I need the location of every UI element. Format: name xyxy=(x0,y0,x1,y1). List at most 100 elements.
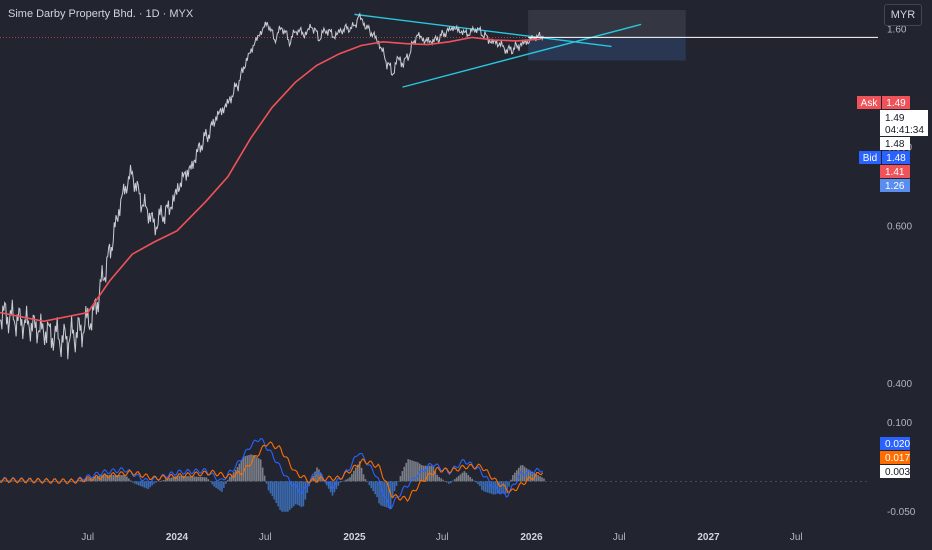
histogram-bar xyxy=(46,481,49,482)
histogram-bar xyxy=(110,475,113,482)
ask-price-badge xyxy=(882,96,910,109)
histogram-bar xyxy=(537,475,539,482)
histogram-value: 0.003 xyxy=(885,467,910,478)
histogram-bar xyxy=(498,481,501,494)
histogram-bar xyxy=(399,476,402,482)
histogram-bar xyxy=(149,481,151,488)
histogram-bar xyxy=(424,465,427,482)
histogram-bar xyxy=(259,459,262,482)
histogram-bar xyxy=(380,481,382,506)
triangle-trendline xyxy=(402,23,642,88)
histogram-bar xyxy=(7,480,10,482)
histogram-bar xyxy=(133,481,136,484)
histogram-bar xyxy=(292,481,295,507)
histogram-bar xyxy=(203,477,206,482)
histogram-bar xyxy=(523,466,526,482)
histogram-bar xyxy=(242,456,245,482)
signal-line xyxy=(0,441,544,503)
histogram-bar xyxy=(510,479,512,482)
bar-countdown: 04:41:34 xyxy=(885,125,924,136)
histogram-bar xyxy=(362,474,365,482)
currency-button[interactable]: MYR xyxy=(884,4,922,26)
histogram-bar xyxy=(275,481,278,503)
histogram-bar xyxy=(197,476,200,482)
histogram-bar xyxy=(96,476,99,482)
signal-value-badge xyxy=(880,451,910,464)
time-axis: Jul 2024 Jul 2025 Jul 2026 Jul 2027 Jul xyxy=(81,532,802,543)
histogram-bar xyxy=(337,481,340,486)
histogram-bar xyxy=(178,475,181,482)
histogram-bar xyxy=(143,481,146,488)
histogram-bar xyxy=(393,481,396,492)
histogram-bar xyxy=(254,456,256,482)
stop-price-badge xyxy=(880,165,910,178)
histogram-bar xyxy=(426,465,429,482)
indicator-axis: 0.100 -0.050 xyxy=(887,418,916,518)
histogram-bar xyxy=(89,477,91,482)
histogram-bar xyxy=(296,481,299,505)
histogram-bar xyxy=(484,481,487,492)
histogram-bar xyxy=(345,479,347,482)
histogram-bar xyxy=(287,481,289,512)
histogram-bar xyxy=(223,481,225,488)
histogram-bar xyxy=(290,481,293,509)
histogram-bar xyxy=(327,481,330,489)
histogram-bar xyxy=(79,479,82,482)
histogram-bar xyxy=(479,481,481,487)
histogram-bar xyxy=(62,481,64,482)
signal-value: 0.017 xyxy=(885,453,910,464)
histogram-bar xyxy=(471,478,473,482)
histogram-bar xyxy=(541,477,543,482)
histogram-bar xyxy=(271,481,274,497)
histogram-bar xyxy=(151,481,153,486)
histogram-bar xyxy=(440,478,442,482)
time-tick-label: Jul xyxy=(436,532,449,543)
histogram-bar xyxy=(492,481,495,495)
histogram-bar xyxy=(403,466,406,482)
histogram-bar xyxy=(213,481,215,487)
histogram-bar xyxy=(294,481,297,505)
histogram-bar xyxy=(176,475,179,482)
histogram-bar xyxy=(250,454,252,482)
histogram-bar xyxy=(230,474,233,482)
histogram-bar xyxy=(409,459,411,482)
histogram-bar xyxy=(141,481,144,487)
histogram-bar xyxy=(186,476,188,482)
stop-zone[interactable] xyxy=(528,37,686,61)
histogram-bar xyxy=(21,480,23,482)
histogram-bar xyxy=(417,462,419,482)
histogram-bar xyxy=(481,481,483,490)
macd-value-badge xyxy=(880,437,910,450)
moving-average-line xyxy=(0,36,541,323)
histogram-bar xyxy=(325,481,328,486)
target-price-badge xyxy=(880,179,910,192)
histogram-bar xyxy=(195,476,198,482)
histogram-bar xyxy=(211,481,214,485)
histogram-bar xyxy=(120,475,122,482)
histogram-bar xyxy=(430,465,433,482)
histogram-bar xyxy=(180,475,183,482)
price-plot xyxy=(0,12,878,360)
position-zones[interactable] xyxy=(528,10,686,61)
histogram-bar xyxy=(438,476,440,482)
histogram-value-badge xyxy=(880,465,910,478)
histogram-bar xyxy=(190,476,192,482)
histogram-bar xyxy=(273,481,276,500)
price-tick-label: 1.60 xyxy=(887,25,907,36)
histogram-bar xyxy=(529,470,532,482)
histogram-bar xyxy=(436,474,439,482)
histogram-bar xyxy=(106,474,109,482)
histogram-bar xyxy=(122,474,124,482)
histogram-bar xyxy=(159,481,161,482)
histogram-bar xyxy=(304,481,307,500)
bid-tag xyxy=(859,151,881,164)
histogram-bar xyxy=(155,481,157,483)
histogram-bar xyxy=(219,481,221,491)
histogram-bar xyxy=(228,476,231,482)
stop-price-value: 1.41 xyxy=(885,167,905,178)
histogram-bar xyxy=(376,481,378,498)
histogram-bar xyxy=(91,477,93,482)
histogram-bar xyxy=(73,481,76,482)
indicator-tick-label: -0.050 xyxy=(887,507,916,518)
